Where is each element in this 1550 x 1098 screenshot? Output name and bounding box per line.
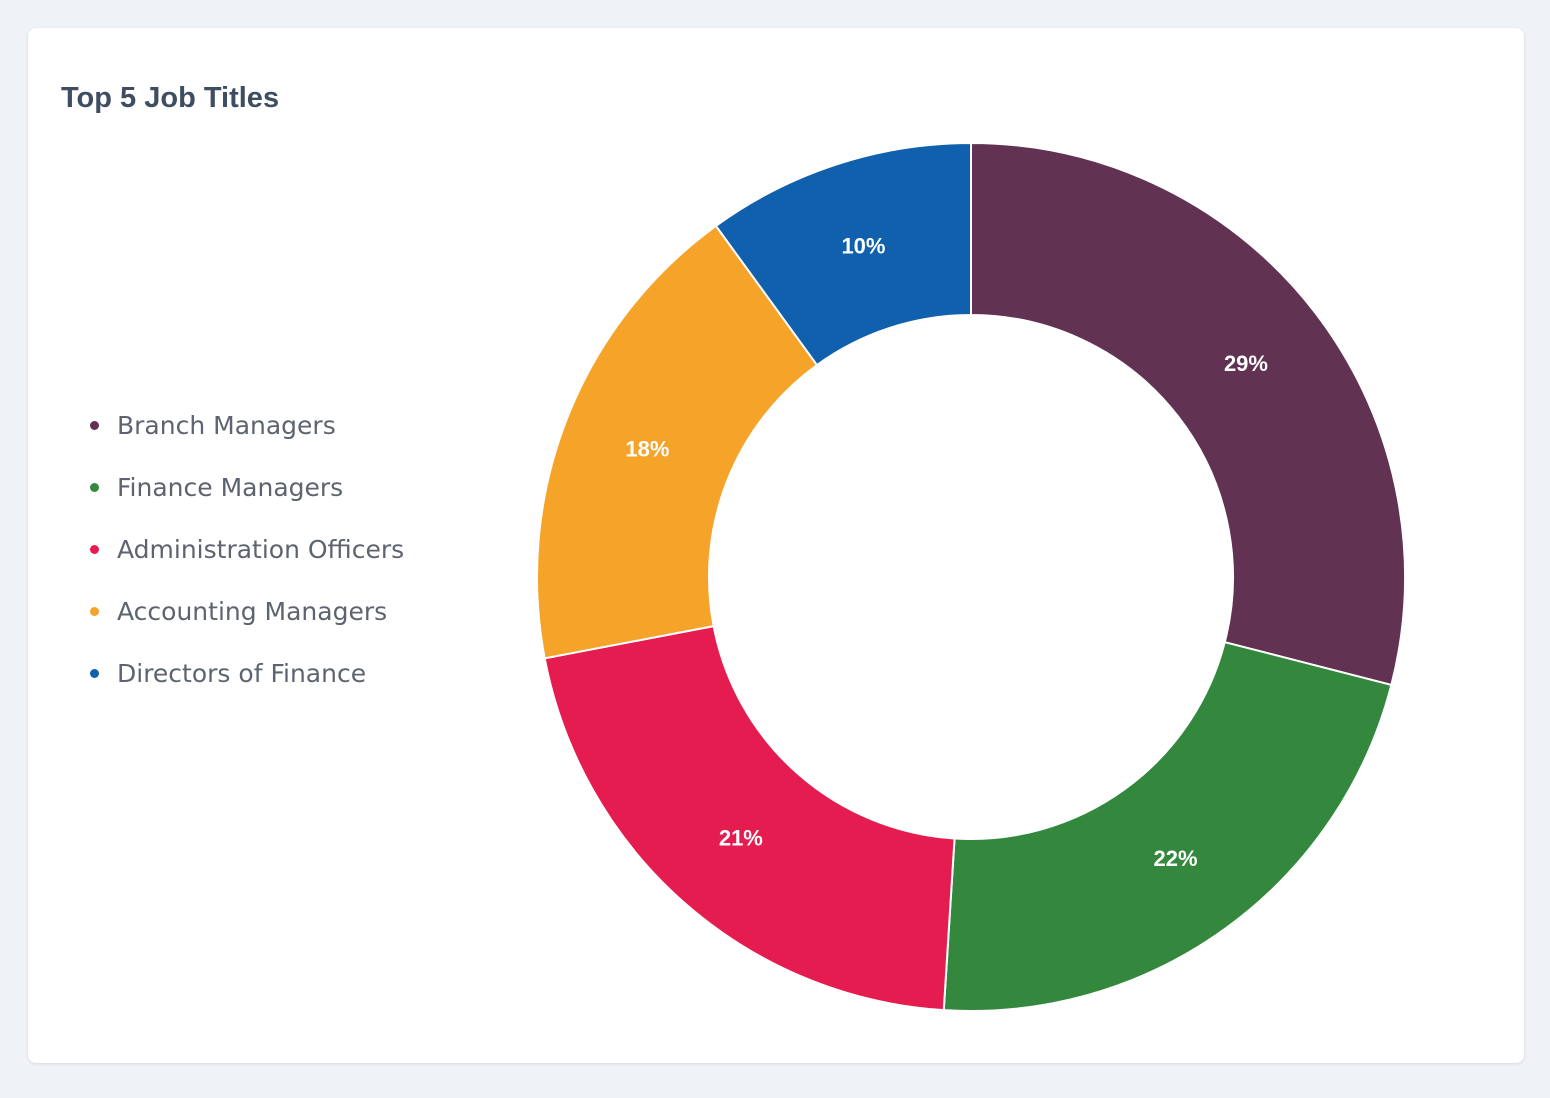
legend-item-branch-managers[interactable]: Branch Managers — [90, 394, 404, 456]
donut-slice-finance-managers[interactable] — [942, 640, 1393, 1012]
legend-dot — [90, 482, 99, 492]
legend-label: Accounting Managers — [117, 596, 388, 626]
donut-chart: 29% 22% 21% 18% 10% — [536, 141, 1406, 1012]
legend-item-directors-of-finance[interactable]: Directors of Finance — [90, 642, 404, 704]
legend-item-administration-officers[interactable]: Administration Officers — [90, 518, 404, 580]
donut-slice-directors-of-finance[interactable] — [714, 141, 972, 367]
legend-dot — [90, 606, 99, 616]
legend-label: Administration Officers — [117, 534, 405, 564]
legend-dot — [90, 420, 99, 430]
legend-item-accounting-managers[interactable]: Accounting Managers — [90, 580, 404, 642]
donut-slice-administration-officers[interactable] — [543, 624, 956, 1012]
chart-legend: Branch Managers Finance Managers Adminis… — [90, 394, 404, 704]
donut-slice-branch-managers[interactable] — [970, 141, 1406, 687]
card-title: Top 5 Job Titles — [61, 82, 280, 114]
chart-card: Top 5 Job Titles Branch Managers Finance… — [28, 28, 1524, 1063]
legend-label: Finance Managers — [117, 472, 344, 502]
slice-label-administration-officers: 21% — [719, 826, 763, 851]
slice-label-directors-of-finance: 10% — [841, 234, 885, 259]
slice-label-finance-managers: 22% — [1154, 846, 1198, 871]
slice-label-accounting-managers: 18% — [625, 436, 669, 461]
legend-label: Directors of Finance — [117, 658, 367, 688]
legend-item-finance-managers[interactable]: Finance Managers — [90, 456, 404, 518]
slice-label-branch-managers: 29% — [1224, 351, 1268, 376]
legend-dot — [90, 668, 99, 678]
donut-slice-accounting-managers[interactable] — [536, 224, 819, 660]
legend-label: Branch Managers — [117, 410, 336, 440]
legend-dot — [90, 544, 99, 554]
